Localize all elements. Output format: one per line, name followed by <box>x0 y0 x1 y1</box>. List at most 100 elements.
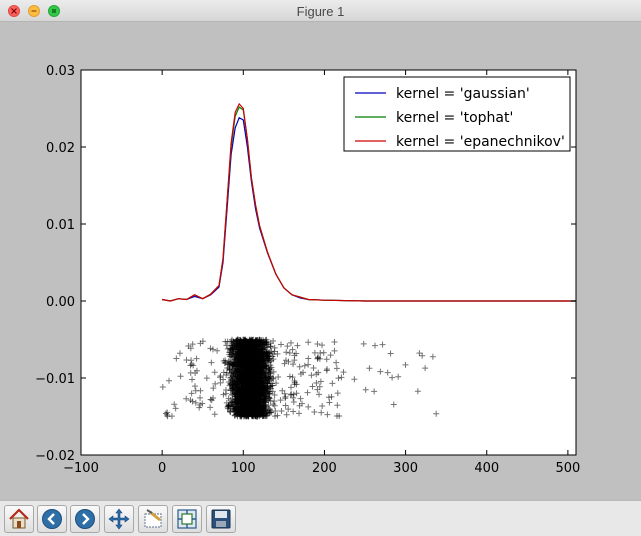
sample-marker <box>371 388 378 395</box>
close-window-button[interactable] <box>8 5 20 17</box>
sample-marker <box>220 391 227 398</box>
sample-marker <box>239 378 246 385</box>
sample-marker <box>257 347 264 354</box>
sample-marker <box>289 374 296 381</box>
sample-marker <box>260 384 267 391</box>
sample-marker <box>305 403 312 410</box>
forward-button[interactable] <box>70 505 100 533</box>
sample-marker <box>255 403 262 410</box>
sample-marker <box>331 347 338 354</box>
y-tick-label: 0.02 <box>46 141 75 156</box>
legend-label-tophat: kernel = 'tophat' <box>396 110 513 126</box>
y-tick-label: 0.00 <box>46 295 75 310</box>
sample-marker <box>288 391 295 398</box>
sample-marker <box>193 355 200 362</box>
subplots-button[interactable] <box>172 505 202 533</box>
sample-marker <box>253 398 260 405</box>
sample-marker <box>294 342 301 349</box>
sample-marker <box>232 351 239 358</box>
sample-marker <box>197 394 204 401</box>
sample-marker <box>262 399 269 406</box>
sample-marker <box>334 390 341 397</box>
sample-marker <box>265 378 272 385</box>
title-bar: Figure 1 <box>0 0 641 22</box>
sample-marker <box>242 348 249 355</box>
sample-marker <box>282 393 289 400</box>
sample-marker <box>335 375 342 382</box>
sample-marker <box>275 373 282 380</box>
zoom-button[interactable] <box>138 505 168 533</box>
sample-marker <box>283 349 290 356</box>
sample-marker <box>318 409 325 416</box>
sample-marker <box>159 384 166 391</box>
sample-marker <box>284 343 291 350</box>
sample-marker <box>207 404 214 411</box>
sample-marker <box>331 339 338 345</box>
sample-marker <box>240 381 247 388</box>
sample-marker <box>171 401 178 408</box>
sample-marker <box>324 411 331 418</box>
sample-marker <box>416 350 423 357</box>
sample-marker <box>243 411 250 418</box>
sample-marker <box>301 362 308 369</box>
sample-marker <box>254 413 261 420</box>
sample-markers <box>159 336 440 420</box>
sample-marker <box>260 398 267 405</box>
sample-marker <box>293 381 300 388</box>
home-button[interactable] <box>4 505 34 533</box>
plot-svg: −100 0 100 200 300 400 500 −0.02 −0.01 0.00 0.01 0.… <box>35 64 580 476</box>
x-tick-label: 100 <box>231 461 256 476</box>
sample-marker <box>246 347 253 354</box>
floppy-disk-icon <box>211 509 231 529</box>
sample-marker <box>340 369 347 376</box>
sample-marker <box>297 371 304 378</box>
sample-marker <box>323 367 330 374</box>
sample-marker <box>271 413 278 420</box>
sample-marker <box>429 353 436 360</box>
sample-marker <box>266 366 273 373</box>
sample-marker <box>313 371 320 378</box>
sample-marker <box>173 355 180 362</box>
sample-marker <box>208 359 215 366</box>
y-tick-label: −0.01 <box>35 372 75 387</box>
sample-marker <box>395 373 402 380</box>
sample-marker <box>285 406 292 413</box>
sample-marker <box>265 386 272 393</box>
subplots-icon <box>177 509 197 529</box>
sample-marker <box>229 385 236 392</box>
sample-marker <box>260 402 267 409</box>
sample-marker <box>323 356 330 363</box>
sample-marker <box>314 386 321 393</box>
sample-marker <box>207 396 214 403</box>
sample-marker <box>271 348 278 355</box>
sample-marker <box>210 385 217 392</box>
sample-marker <box>237 409 244 416</box>
sample-marker <box>290 361 297 368</box>
sample-marker <box>304 389 311 396</box>
back-button[interactable] <box>37 505 67 533</box>
sample-marker <box>316 391 323 398</box>
legend-label-epanechnikov: kernel = 'epanechnikov' <box>396 134 565 150</box>
sample-marker <box>268 382 275 389</box>
minimize-window-button[interactable] <box>28 5 40 17</box>
figure-canvas[interactable]: −100 0 100 200 300 400 500 −0.02 −0.01 0.00 0.01 0.… <box>0 22 641 500</box>
sample-marker <box>270 401 277 408</box>
sample-marker <box>247 366 254 373</box>
save-button[interactable] <box>206 505 236 533</box>
sample-marker <box>305 355 312 362</box>
sample-marker <box>242 375 249 382</box>
sample-marker <box>255 392 262 399</box>
sample-marker <box>212 380 219 387</box>
zoom-window-button[interactable] <box>48 5 60 17</box>
pan-button[interactable] <box>104 505 134 533</box>
sample-marker <box>177 373 184 380</box>
sample-marker <box>261 374 268 381</box>
sample-marker <box>192 399 199 406</box>
sample-marker <box>223 342 230 349</box>
sample-marker <box>265 409 272 416</box>
sample-marker <box>192 369 199 376</box>
sample-marker <box>366 365 373 372</box>
sample-marker <box>305 339 312 346</box>
sample-marker <box>371 342 378 349</box>
sample-marker <box>258 387 265 394</box>
